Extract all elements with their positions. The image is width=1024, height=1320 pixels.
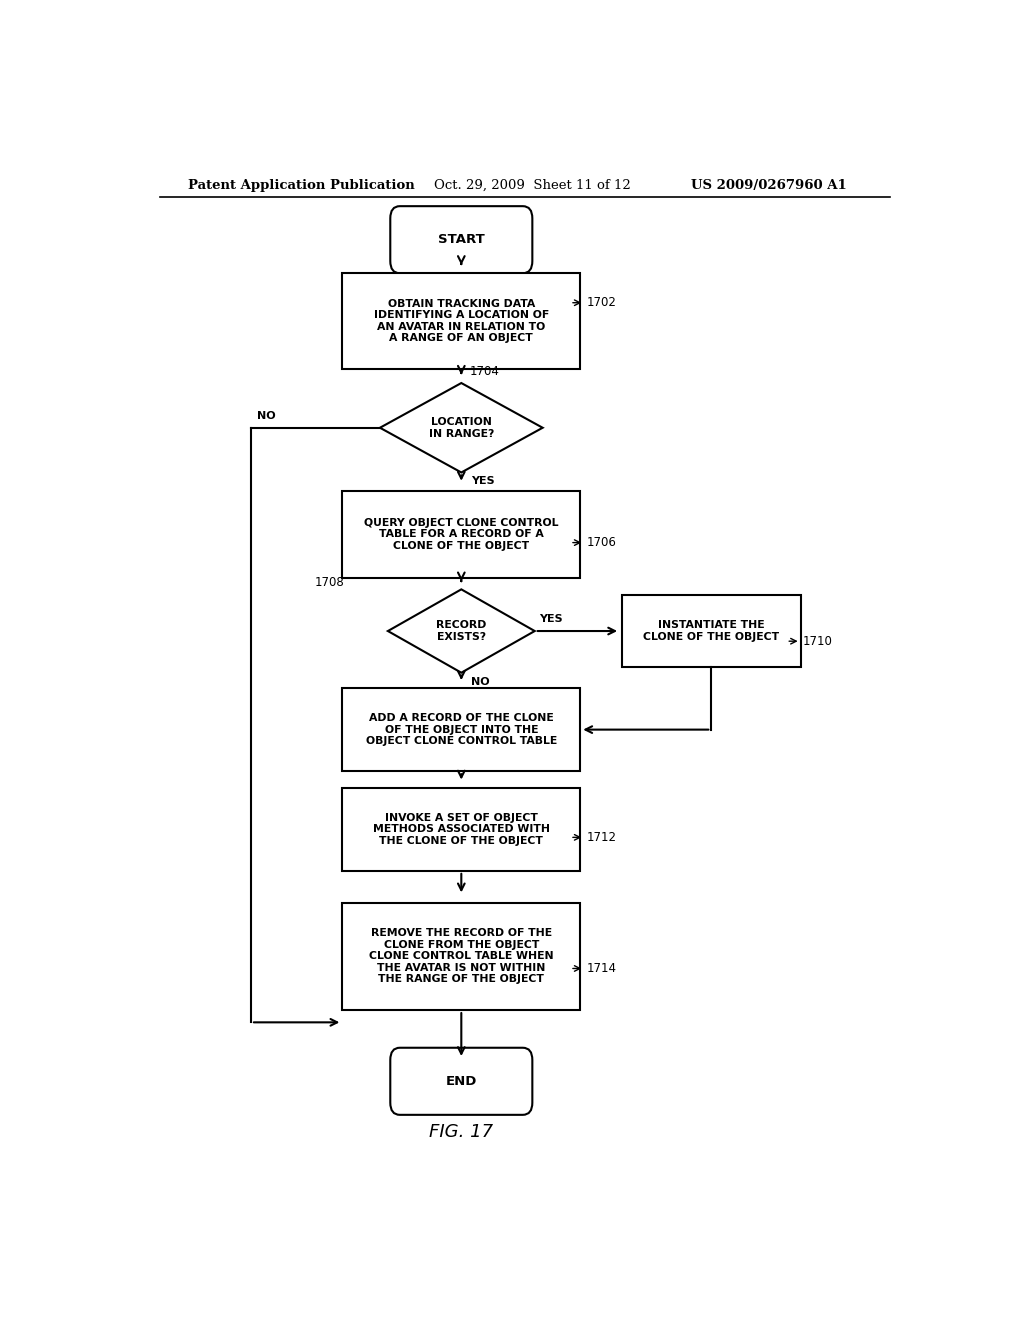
FancyBboxPatch shape <box>390 206 532 273</box>
FancyBboxPatch shape <box>390 1048 532 1115</box>
Bar <box>622 595 801 667</box>
Text: Patent Application Publication: Patent Application Publication <box>187 178 415 191</box>
Text: NO: NO <box>471 677 489 686</box>
Text: INVOKE A SET OF OBJECT
METHODS ASSOCIATED WITH
THE CLONE OF THE OBJECT: INVOKE A SET OF OBJECT METHODS ASSOCIATE… <box>373 813 550 846</box>
Text: REMOVE THE RECORD OF THE
CLONE FROM THE OBJECT
CLONE CONTROL TABLE WHEN
THE AVAT: REMOVE THE RECORD OF THE CLONE FROM THE … <box>369 928 554 985</box>
Text: END: END <box>445 1074 477 1088</box>
Text: 1716: 1716 <box>483 685 513 698</box>
Text: LOCATION
IN RANGE?: LOCATION IN RANGE? <box>429 417 494 438</box>
Text: 1706: 1706 <box>587 536 616 549</box>
Text: US 2009/0267960 A1: US 2009/0267960 A1 <box>691 178 847 191</box>
Polygon shape <box>380 383 543 473</box>
Text: YES: YES <box>471 475 495 486</box>
Bar <box>342 491 581 578</box>
Bar <box>342 788 581 871</box>
Text: 1710: 1710 <box>803 635 833 648</box>
Text: 1704: 1704 <box>469 366 499 379</box>
Text: YES: YES <box>539 614 563 624</box>
Bar <box>342 273 581 370</box>
Text: 1708: 1708 <box>314 576 344 589</box>
Text: FIG. 17: FIG. 17 <box>429 1123 494 1140</box>
Text: INSTANTIATE THE
CLONE OF THE OBJECT: INSTANTIATE THE CLONE OF THE OBJECT <box>643 620 779 642</box>
Text: RECORD
EXISTS?: RECORD EXISTS? <box>436 620 486 642</box>
Bar <box>342 688 581 771</box>
Text: Oct. 29, 2009  Sheet 11 of 12: Oct. 29, 2009 Sheet 11 of 12 <box>433 178 631 191</box>
Text: NO: NO <box>257 411 276 421</box>
Text: START: START <box>438 234 484 247</box>
Text: 1714: 1714 <box>587 962 616 975</box>
Text: OBTAIN TRACKING DATA
IDENTIFYING A LOCATION OF
AN AVATAR IN RELATION TO
A RANGE : OBTAIN TRACKING DATA IDENTIFYING A LOCAT… <box>374 298 549 343</box>
Text: 1712: 1712 <box>587 830 616 843</box>
Polygon shape <box>388 589 535 673</box>
Text: 1702: 1702 <box>587 296 616 309</box>
Bar <box>342 903 581 1010</box>
Text: ADD A RECORD OF THE CLONE
OF THE OBJECT INTO THE
OBJECT CLONE CONTROL TABLE: ADD A RECORD OF THE CLONE OF THE OBJECT … <box>366 713 557 746</box>
Text: QUERY OBJECT CLONE CONTROL
TABLE FOR A RECORD OF A
CLONE OF THE OBJECT: QUERY OBJECT CLONE CONTROL TABLE FOR A R… <box>365 517 558 550</box>
